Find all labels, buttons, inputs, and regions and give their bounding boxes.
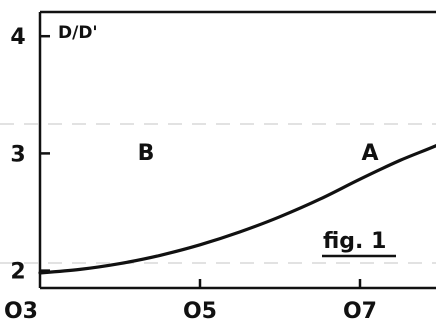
x-tick-label: O7 <box>343 299 377 324</box>
figure-caption: fig. 1 <box>323 229 386 254</box>
region-label-b: B <box>138 141 155 166</box>
axis-ticks: 234O3O5O7O9 <box>4 25 377 324</box>
y-tick-label: 3 <box>10 142 25 167</box>
x-tick-label: O3 <box>4 299 38 324</box>
series-curve <box>38 143 436 275</box>
y-tick-label: 2 <box>10 260 25 285</box>
y-axis-label: D/D' <box>58 23 98 43</box>
x-tick-label: O5 <box>183 299 217 324</box>
y-tick-label: 4 <box>10 25 25 50</box>
region-label-a: A <box>361 141 378 166</box>
